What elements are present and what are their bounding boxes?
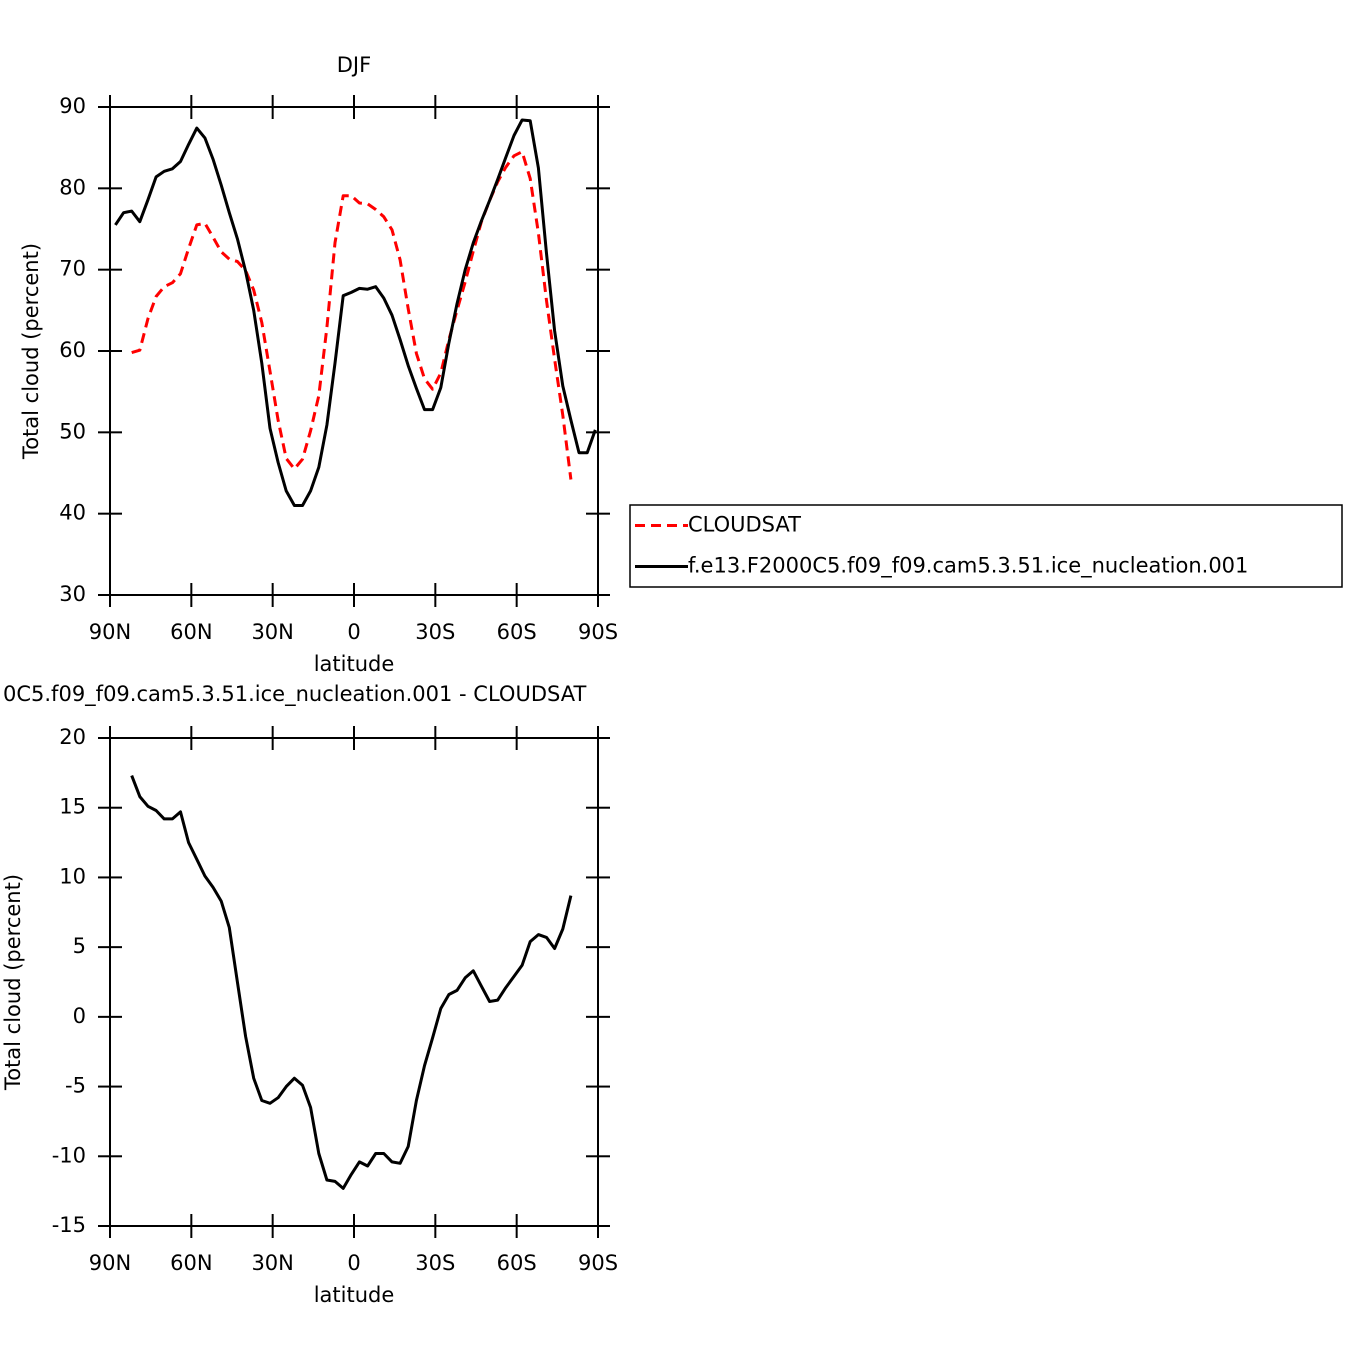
data-line [131,150,573,480]
x-tick-label: 90S [578,1251,618,1275]
data-line [114,118,597,507]
x-axis-label: latitude [314,652,395,676]
chart-title: DJF [337,53,371,77]
y-tick-label: 90 [59,94,86,118]
x-tick-label: 0 [347,1251,360,1275]
x-tick-label: 60S [497,1251,537,1275]
y-tick-label: -5 [65,1074,86,1098]
x-tick-label: 30N [251,1251,293,1275]
x-tick-label: 30S [415,620,455,644]
y-tick-label: 10 [59,864,86,888]
y-axis-label: Total cloud (percent) [19,243,43,460]
y-tick-label: 50 [59,419,86,443]
plot-frame [109,737,599,1227]
x-tick-label: 60N [170,1251,212,1275]
y-tick-label: -15 [52,1213,86,1237]
y-tick-label: 15 [59,795,86,819]
y-tick-label: 80 [59,175,86,199]
x-axis-label: latitude [314,1283,395,1307]
y-tick-label: 70 [59,257,86,281]
y-tick-label: 60 [59,338,86,362]
y-tick-label: 20 [59,725,86,749]
x-tick-label: 90N [89,620,131,644]
y-axis-label: Total cloud (percent) [1,874,25,1091]
y-tick-label: 30 [59,582,86,606]
x-tick-label: 0 [347,620,360,644]
x-tick-label: 90N [89,1251,131,1275]
data-line [130,775,573,1190]
y-tick-label: 0 [73,1004,86,1028]
x-tick-label: 60S [497,620,537,644]
legend-label: f.e13.F2000C5.f09_f09.cam5.3.51.ice_nucl… [688,554,1248,579]
legend-label: CLOUDSAT [688,513,801,537]
plot-frame [109,106,599,596]
x-tick-label: 90S [578,620,618,644]
y-tick-label: 5 [73,934,86,958]
legend-box [629,504,1343,588]
x-tick-label: 30N [251,620,293,644]
chart-title: 0C5.f09_f09.cam5.3.51.ice_nucleation.001… [3,682,586,707]
x-tick-label: 60N [170,620,212,644]
y-tick-label: -10 [52,1143,86,1167]
y-tick-label: 40 [59,501,86,525]
x-tick-label: 30S [415,1251,455,1275]
